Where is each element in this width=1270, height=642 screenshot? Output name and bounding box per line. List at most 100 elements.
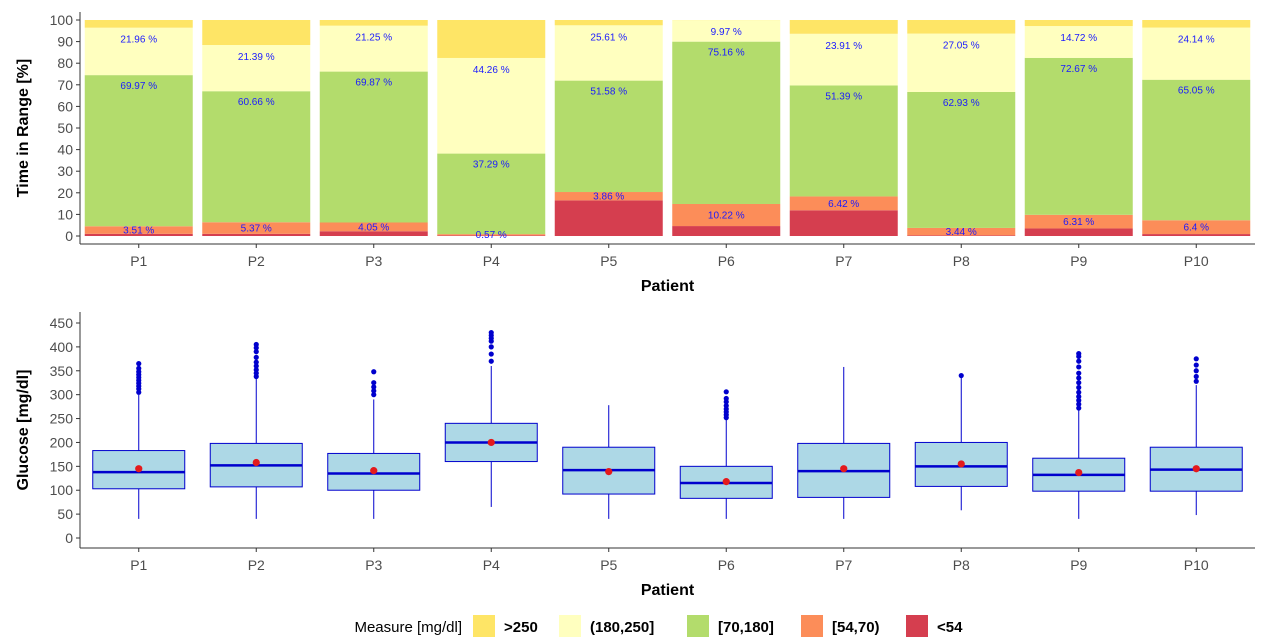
y-tick-label: 100 xyxy=(50,482,74,498)
outlier-point xyxy=(1076,359,1081,364)
bar-segment xyxy=(1025,58,1133,215)
y-tick-label: 0 xyxy=(65,530,73,546)
outlier-point xyxy=(1076,371,1081,376)
percent-label: 69.87 % xyxy=(355,78,392,89)
y-tick-label: 20 xyxy=(57,185,73,201)
outlier-point xyxy=(1076,380,1081,385)
outlier-point xyxy=(254,342,259,347)
y-tick-label: 70 xyxy=(57,77,73,93)
outlier-point xyxy=(489,351,494,356)
outlier-point xyxy=(254,355,259,360)
outlier-point xyxy=(1194,379,1199,384)
mean-point xyxy=(723,478,730,485)
percent-label: 51.58 % xyxy=(590,87,627,98)
mean-point xyxy=(135,465,142,472)
percent-label: 24.14 % xyxy=(1178,35,1215,46)
y-axis-title: Glucose [mg/dl] xyxy=(15,370,32,491)
outlier-point xyxy=(1194,368,1199,373)
outlier-point xyxy=(724,396,729,401)
legend-title: Measure [mg/dl] xyxy=(354,619,462,636)
x-tick-label: P8 xyxy=(953,557,970,573)
x-tick-label: P1 xyxy=(130,253,147,269)
bar-segment xyxy=(790,20,898,34)
y-tick-label: 80 xyxy=(57,55,73,71)
bar-segment xyxy=(320,72,428,223)
percent-label: 51.39 % xyxy=(825,91,862,102)
outlier-point xyxy=(1194,374,1199,379)
percent-label: 69.97 % xyxy=(120,81,157,92)
percent-label: 3.51 % xyxy=(123,226,154,237)
x-tick-label: P4 xyxy=(483,253,500,269)
bar-segment xyxy=(1142,234,1250,236)
percent-label: 21.96 % xyxy=(120,35,157,46)
outlier-point xyxy=(1076,385,1081,390)
outlier-point xyxy=(1076,351,1081,356)
percent-label: 27.05 % xyxy=(943,41,980,52)
x-axis-title: Patient xyxy=(641,582,695,599)
mean-point xyxy=(370,467,377,474)
legend-label: <54 xyxy=(937,619,963,636)
outlier-point xyxy=(254,360,259,365)
bar-segment xyxy=(672,226,780,236)
x-tick-label: P10 xyxy=(1184,557,1209,573)
mean-point xyxy=(840,465,847,472)
outlier-point xyxy=(489,359,494,364)
x-tick-label: P7 xyxy=(835,557,852,573)
bar-segment xyxy=(1025,228,1133,236)
legend-label: [54,70) xyxy=(832,619,880,636)
percent-label: 21.25 % xyxy=(355,33,392,44)
mean-point xyxy=(605,468,612,475)
percent-label: 60.66 % xyxy=(238,97,275,108)
bar-segment xyxy=(555,200,663,236)
percent-label: 6.31 % xyxy=(1063,217,1094,228)
y-tick-label: 150 xyxy=(50,458,74,474)
bar-segment xyxy=(1142,80,1250,221)
percent-label: 23.91 % xyxy=(825,41,862,52)
percent-label: 6.4 % xyxy=(1183,223,1209,234)
outlier-point xyxy=(1076,364,1081,369)
y-tick-label: 400 xyxy=(50,339,74,355)
y-tick-label: 40 xyxy=(57,142,73,158)
outlier-point xyxy=(371,380,376,385)
x-tick-label: P3 xyxy=(365,253,382,269)
y-tick-label: 450 xyxy=(50,315,74,331)
x-tick-label: P7 xyxy=(835,253,852,269)
y-tick-label: 250 xyxy=(50,411,74,427)
percent-label: 0.57 % xyxy=(476,230,507,241)
percent-label: 9.97 % xyxy=(711,27,742,38)
x-tick-label: P4 xyxy=(483,557,500,573)
x-tick-label: P5 xyxy=(600,253,617,269)
outlier-point xyxy=(136,366,141,371)
outlier-point xyxy=(489,330,494,335)
x-tick-label: P9 xyxy=(1070,253,1087,269)
x-tick-label: P2 xyxy=(248,253,265,269)
percent-label: 37.29 % xyxy=(473,160,510,171)
outlier-point xyxy=(136,361,141,366)
x-tick-label: P8 xyxy=(953,253,970,269)
y-tick-label: 30 xyxy=(57,163,73,179)
y-tick-label: 0 xyxy=(65,228,73,244)
y-tick-label: 200 xyxy=(50,434,74,450)
legend-key xyxy=(473,615,495,637)
legend: Measure [mg/dl]>250(180,250][70,180][54,… xyxy=(354,615,963,637)
mean-point xyxy=(253,459,260,466)
bar-segment xyxy=(1142,20,1250,28)
bar-segment xyxy=(907,92,1015,228)
percent-label: 21.39 % xyxy=(238,52,275,63)
y-tick-label: 90 xyxy=(57,34,73,50)
x-axis-title: Patient xyxy=(641,278,695,295)
x-tick-label: P3 xyxy=(365,557,382,573)
bar-segment xyxy=(907,20,1015,34)
outlier-point xyxy=(724,389,729,394)
percent-label: 4.05 % xyxy=(358,222,389,233)
mean-point xyxy=(488,439,495,446)
percent-label: 44.26 % xyxy=(473,65,510,76)
y-tick-label: 300 xyxy=(50,387,74,403)
mean-point xyxy=(1193,465,1200,472)
bar-segment xyxy=(85,20,193,28)
y-axis-title: Time in Range [%] xyxy=(15,59,32,197)
bar-segment xyxy=(85,75,193,226)
